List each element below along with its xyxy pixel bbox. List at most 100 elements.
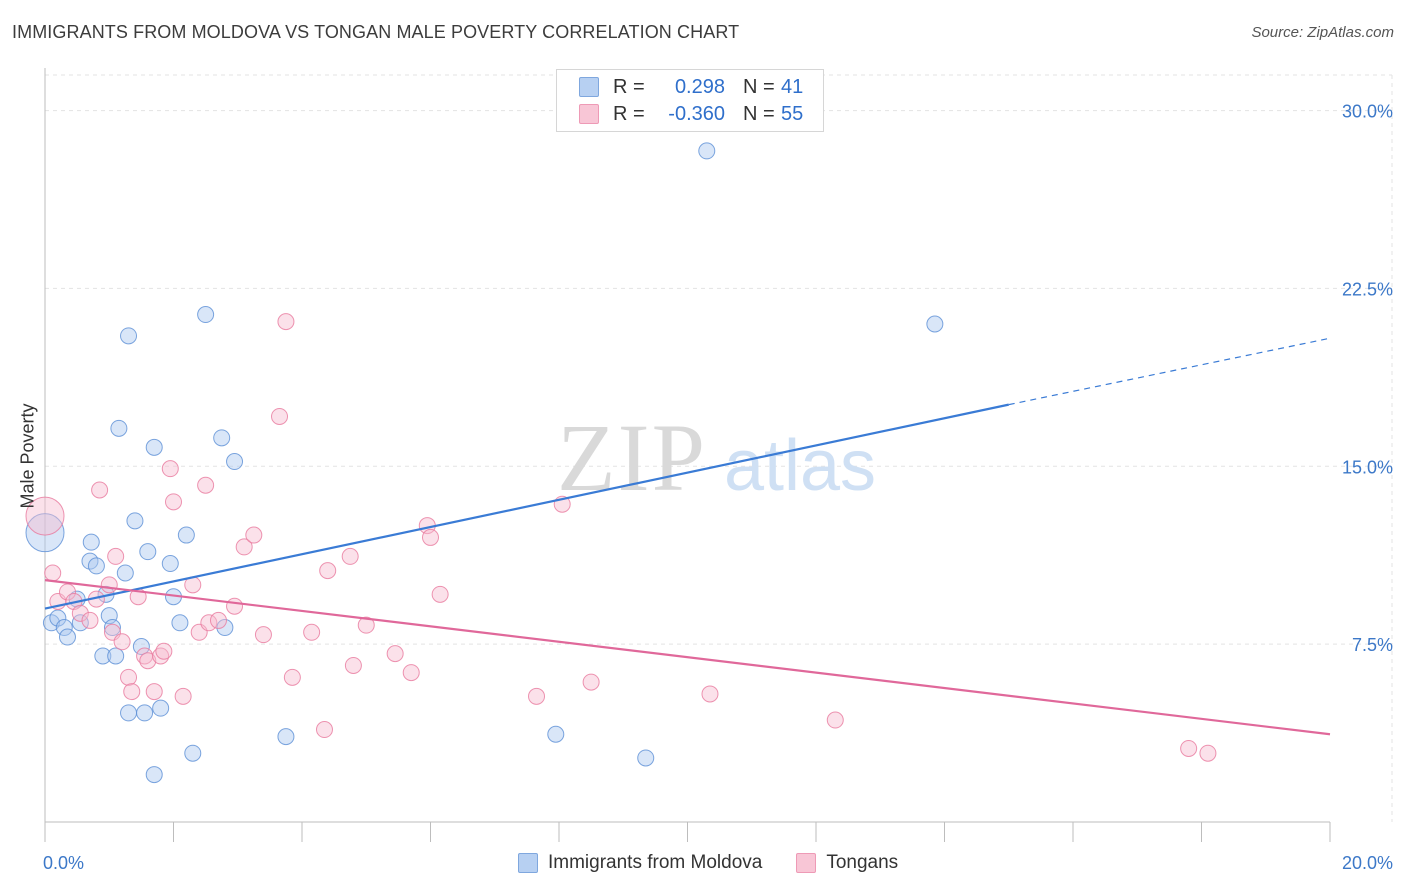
tongan-point [200, 614, 218, 632]
tongan-point [197, 476, 215, 494]
tongan-trend-line [44, 579, 1331, 736]
legend-r-label: R = [613, 75, 645, 98]
moldova-point [213, 429, 231, 447]
watermark: ZIP atlas [557, 404, 876, 511]
moldova-point [184, 744, 202, 762]
tongan-point [120, 668, 138, 686]
watermark-zip: ZIP [557, 404, 707, 511]
tongan-point [152, 647, 170, 665]
y-tick-label: 7.5% [1352, 635, 1393, 655]
tongan-point [344, 656, 362, 674]
tongan-point [826, 711, 844, 729]
legend-n-label: N = [743, 75, 775, 98]
tongan-point [402, 664, 420, 682]
tongan-point [139, 652, 157, 670]
moldova-point [120, 704, 138, 722]
tongan-point [386, 645, 404, 663]
series-legend: Immigrants from Moldova Tongans [518, 852, 932, 874]
moldova-point [55, 619, 73, 637]
tongan-point [91, 481, 109, 499]
axis-layer [44, 68, 1331, 842]
moldova-point [171, 614, 189, 632]
moldova-point [87, 557, 105, 575]
tongan-point [303, 623, 321, 641]
moldova-point [71, 614, 89, 632]
tongan-point [701, 685, 719, 703]
y-tick-label: 30.0% [1342, 102, 1393, 122]
tick-label-layer: 7.5% 15.0% 22.5% 30.0% 0.0% 20.0% [43, 102, 1393, 873]
moldova-point [82, 533, 100, 551]
moldova-point [132, 638, 150, 656]
tongan-point [315, 721, 333, 739]
tongan-point [123, 683, 141, 701]
tongan-point [1199, 744, 1217, 762]
moldova-point [58, 628, 76, 646]
moldova-point [277, 728, 295, 746]
correlation-legend: R = 0.298 N = 41 R = -0.360 N = 55 [556, 69, 824, 132]
tongan-point [113, 633, 131, 651]
moldova-point [216, 619, 234, 637]
moldova-point [698, 142, 716, 160]
moldova-point [120, 327, 138, 345]
moldova-point [107, 647, 125, 665]
tongan-point [100, 576, 118, 594]
source-label: Source: ZipAtlas.com [1251, 24, 1394, 41]
moldova-point [116, 564, 134, 582]
moldova-point [161, 555, 179, 573]
legend-n-value: 55 [781, 102, 804, 125]
trend-layer [44, 337, 1331, 736]
tongan-point [44, 564, 62, 582]
legend-r-value: -0.360 [668, 102, 725, 125]
series-swatch-blue [518, 853, 538, 873]
moldova-point [152, 699, 170, 717]
tongan-point [582, 673, 600, 691]
series-legend-moldova[interactable]: Immigrants from Moldova [518, 852, 762, 874]
moldova-point [103, 619, 121, 637]
tongan-point [174, 687, 192, 705]
tongan-point [81, 611, 99, 629]
moldova-point [126, 512, 144, 530]
legend-r-value: 0.298 [674, 75, 725, 98]
series-label-moldova: Immigrants from Moldova [548, 852, 763, 873]
tongan-point [235, 538, 253, 556]
series-legend-tongans[interactable]: Tongans [796, 852, 898, 874]
legend-row-tongans: R = -0.360 N = 55 [579, 101, 803, 127]
tongan-point [422, 528, 439, 546]
moldova-point [94, 647, 112, 665]
series-label-tongans: Tongans [826, 852, 899, 873]
y-axis-label: Male Poverty [17, 403, 38, 509]
tongan-point [271, 407, 289, 425]
tongan-point [254, 626, 272, 644]
moldova-point [145, 438, 163, 456]
tongan-point [58, 583, 76, 601]
y-tick-label: 15.0% [1342, 457, 1393, 477]
legend-row-moldova: R = 0.298 N = 41 [579, 74, 803, 100]
moldova-point [637, 749, 655, 767]
moldova-trend-extension [1008, 337, 1331, 406]
moldova-point [136, 704, 154, 722]
moldova-point [197, 306, 215, 324]
tongan-point [209, 611, 227, 629]
moldova-point [49, 609, 67, 627]
tongan-point [283, 668, 301, 686]
moldova-point [177, 526, 195, 544]
tongan-point [319, 562, 337, 580]
tongan-point [71, 604, 89, 622]
series-swatch-pink [796, 853, 817, 873]
moldova-trend-line [44, 403, 1009, 610]
legend-swatch-pink [579, 104, 599, 124]
tongan-point [25, 496, 65, 536]
tongan-point [1180, 739, 1198, 757]
legend-r-label: R = [613, 102, 645, 125]
tongan-point [107, 547, 125, 565]
moldova-point [226, 453, 244, 471]
tongan-point [155, 642, 173, 660]
chart-title: IMMIGRANTS FROM MOLDOVA VS TONGAN MALE P… [12, 22, 740, 42]
moldova-point [547, 725, 565, 743]
moldova-point [926, 315, 944, 333]
moldova-point [145, 766, 163, 784]
moldova-point [139, 543, 157, 561]
moldova-point [110, 419, 128, 437]
